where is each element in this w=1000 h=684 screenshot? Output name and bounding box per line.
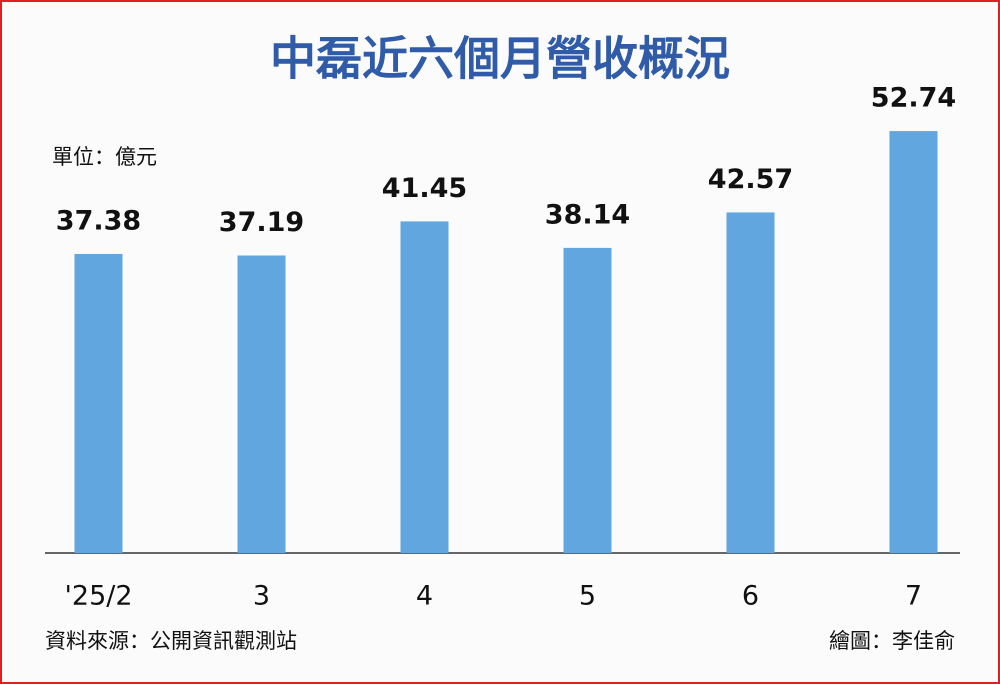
bar (237, 255, 286, 554)
bar (726, 212, 775, 553)
x-tick-label: '25/2 (64, 581, 132, 612)
x-tick-label: 5 (579, 581, 596, 612)
credit: 繪圖：李佳俞 (829, 629, 955, 653)
bar (400, 221, 449, 553)
value-label: 52.74 (871, 83, 956, 114)
unit-label: 單位：億元 (52, 145, 157, 169)
value-label: 37.38 (56, 205, 141, 236)
source: 資料來源：公開資訊觀測站 (45, 629, 297, 653)
x-tick-label: 4 (416, 581, 433, 612)
chart-title: 中磊近六個月營收概況 (270, 32, 730, 86)
bar (74, 253, 123, 553)
bar (563, 247, 612, 553)
x-tick-label: 7 (905, 581, 922, 612)
value-label: 37.19 (219, 207, 304, 238)
value-label: 42.57 (708, 164, 793, 195)
value-label: 38.14 (545, 199, 630, 230)
x-tick-label: 6 (742, 581, 759, 612)
value-label: 41.45 (382, 173, 467, 204)
bar (889, 131, 938, 553)
x-tick-label: 3 (253, 581, 270, 612)
